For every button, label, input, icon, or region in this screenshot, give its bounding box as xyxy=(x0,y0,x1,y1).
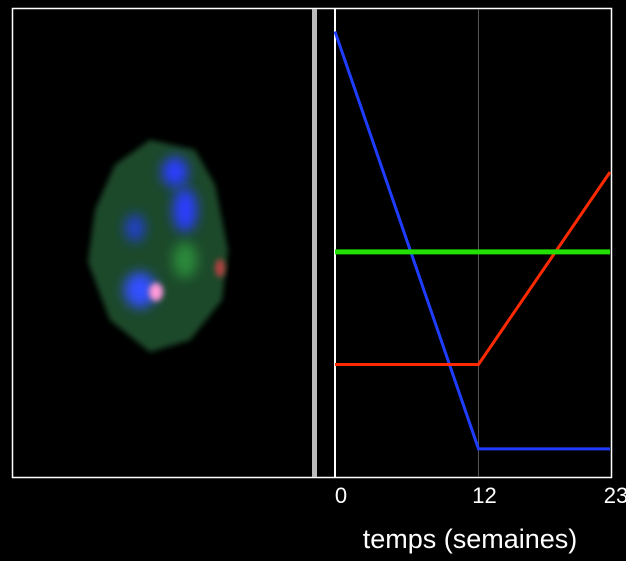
x-axis-label: temps (semaines) xyxy=(363,524,578,554)
x-tick-label: 0 xyxy=(335,483,347,508)
series-line xyxy=(335,171,612,366)
cell-image xyxy=(88,140,228,352)
x-tick-label: 23 xyxy=(604,483,626,508)
series-line xyxy=(333,30,610,451)
x-tick-label: 12 xyxy=(472,483,496,508)
scale-strip xyxy=(312,9,317,477)
